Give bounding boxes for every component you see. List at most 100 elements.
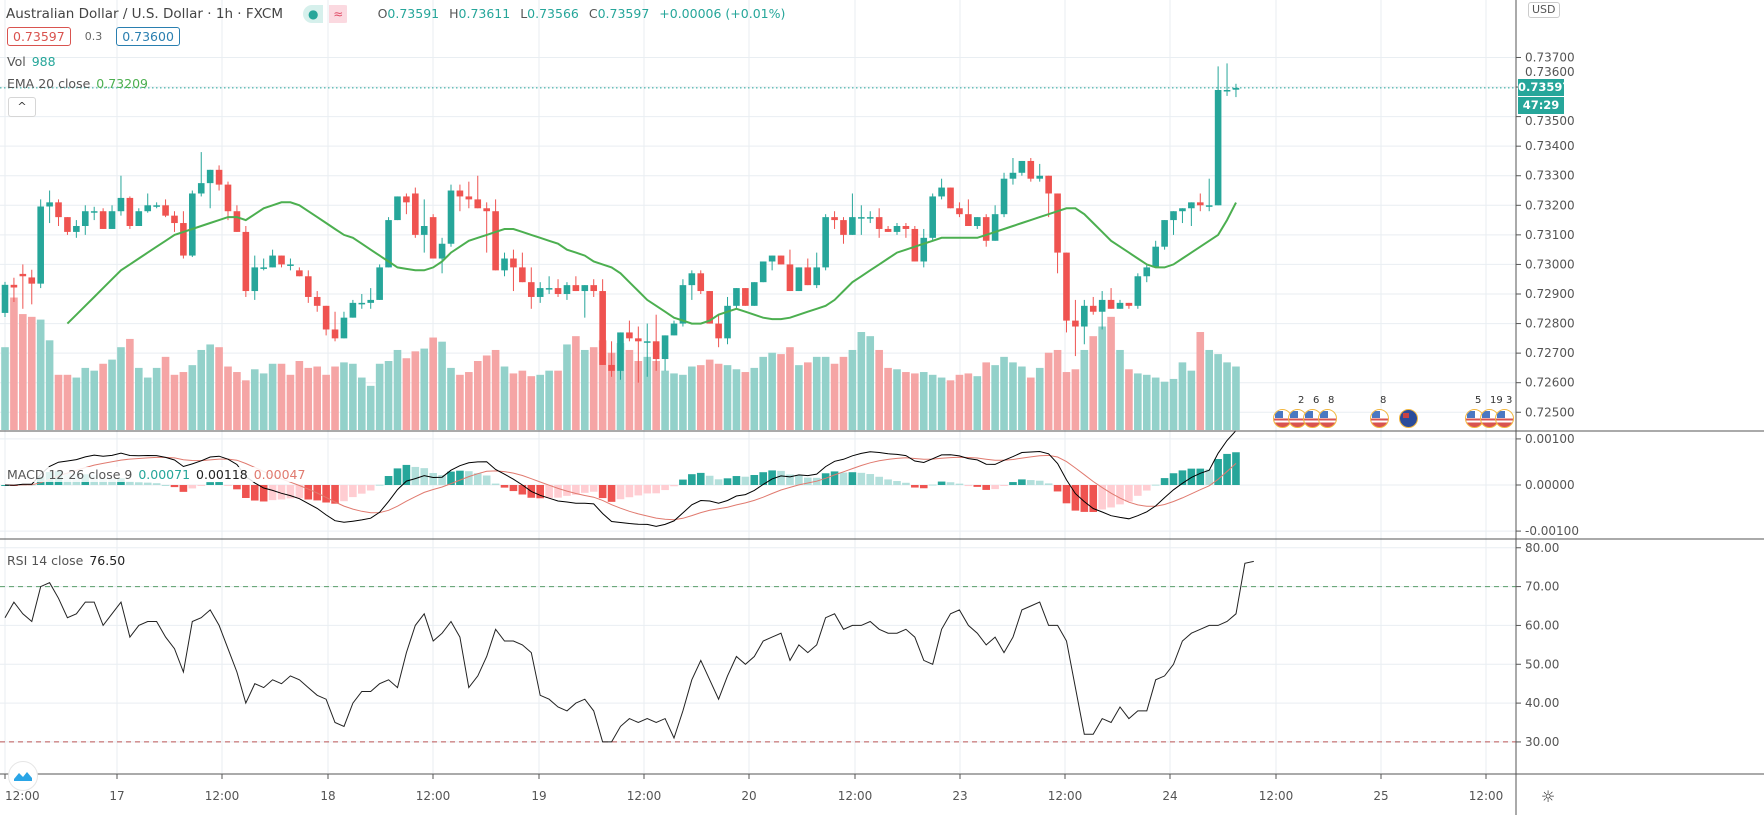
- candle-body: [643, 341, 651, 343]
- macd-legend[interactable]: MACD 12 26 close 9 0.00071 0.00118 0.00047: [7, 467, 312, 482]
- tradingview-logo-icon[interactable]: [8, 761, 38, 791]
- macd-histogram-bar: [1223, 453, 1231, 485]
- volume-bar: [1089, 336, 1098, 430]
- us-flag-event-icon[interactable]: [1495, 409, 1514, 428]
- macd-histogram-bar: [714, 479, 723, 485]
- candle-body: [750, 282, 758, 306]
- sell-button[interactable]: 0.73597: [7, 27, 71, 46]
- ema-legend[interactable]: EMA 20 close 0.73209: [7, 76, 154, 91]
- australia-flag-event-icon[interactable]: [1399, 409, 1418, 428]
- macd-histogram-bar: [518, 485, 527, 495]
- candle-body: [947, 187, 954, 209]
- rsi-tick-label: 60.00: [1525, 618, 1559, 632]
- currency-badge[interactable]: USD: [1528, 2, 1560, 18]
- rsi-axis-ticks[interactable]: 80.00 70.00 60.00 50.00 40.00 30.00: [1516, 541, 1559, 749]
- volume-bar: [875, 349, 883, 430]
- volume-bar: [652, 361, 660, 430]
- volume-bar: [848, 349, 857, 430]
- macd-histogram-bar: [286, 485, 295, 499]
- volume-bar: [197, 349, 206, 430]
- macd-histogram-bar: [402, 464, 411, 485]
- candle-body: [956, 208, 963, 215]
- macd-histogram-bar: [1125, 485, 1133, 502]
- candle-body: [1, 284, 9, 313]
- candle-body: [991, 214, 999, 241]
- rsi-tick-label: 30.00: [1525, 735, 1559, 749]
- volume-bar: [991, 365, 999, 430]
- macd-histogram-bar: [875, 476, 883, 485]
- candle-body: [911, 228, 919, 262]
- candle-body: [938, 187, 945, 197]
- candle-body: [304, 276, 312, 297]
- macd-histogram-bar: [732, 476, 741, 485]
- macd-histogram-bar: [447, 471, 455, 485]
- candle-body: [10, 284, 18, 288]
- volume-bar: [661, 370, 669, 430]
- collapse-legend-button[interactable]: ^: [8, 97, 36, 117]
- rsi-label: RSI 14 close: [7, 553, 84, 568]
- volume-bar: [90, 370, 98, 430]
- macd-histogram-bar: [1116, 485, 1124, 505]
- candle-body: [1027, 160, 1035, 179]
- volume-bar: [358, 377, 366, 430]
- volume-bar: [714, 363, 723, 430]
- macd-histogram-bar: [1160, 478, 1169, 485]
- candle-body: [715, 323, 722, 339]
- settings-gear-icon[interactable]: ☼: [1540, 787, 1556, 806]
- macd-histogram-bar: [126, 481, 134, 485]
- us-flag-event-icon[interactable]: [1370, 409, 1389, 428]
- status-pill[interactable]: ● ≈: [303, 5, 353, 23]
- macd-histogram-bar: [331, 485, 339, 504]
- macd-histogram-bar: [911, 485, 919, 488]
- time-tick-label: 20: [741, 789, 756, 803]
- change-value: +0.00006 (+0.01%): [659, 6, 786, 21]
- macd-histogram-bar: [982, 485, 990, 490]
- macd-histogram-bar: [161, 484, 170, 486]
- volume-bar: [179, 372, 188, 430]
- volume-bar: [500, 366, 509, 430]
- candle-body: [313, 296, 321, 306]
- volume-bar: [902, 372, 910, 430]
- volume-bar: [1000, 356, 1008, 430]
- volume-bar: [768, 352, 776, 430]
- macd-histogram-bar: [581, 485, 589, 493]
- close-label: C: [588, 6, 598, 21]
- time-axis-ticks[interactable]: 12:00 17 12:00 18 12:00 19 12:00 20 12:00 23 12:00…: [4, 774, 1503, 803]
- volume-bar: [1125, 369, 1133, 430]
- candle-body: [358, 302, 366, 305]
- candle-body: [197, 183, 205, 194]
- rsi-tick-label: 40.00: [1525, 696, 1559, 710]
- candle-body: [465, 196, 473, 200]
- macd-histogram-bar: [679, 479, 687, 485]
- macd-histogram-bar: [277, 485, 286, 500]
- buy-button[interactable]: 0.73600: [116, 27, 180, 46]
- macd-histogram-bar: [634, 485, 643, 496]
- macd-histogram-bar: [696, 472, 705, 485]
- volume-legend[interactable]: Vol 988: [7, 54, 62, 69]
- candle-body: [215, 169, 223, 185]
- symbol-title[interactable]: Australian Dollar / U.S. Dollar · 1h · F…: [6, 6, 283, 22]
- candle-body: [982, 217, 990, 241]
- macd-axis-ticks[interactable]: 0.00100 0.00000 -0.00100: [1516, 432, 1579, 538]
- volume-bar: [126, 338, 134, 430]
- trade-panel: 0.73597 0.3 0.73600: [7, 27, 186, 46]
- candle-body: [1063, 252, 1070, 321]
- candle-body: [1045, 175, 1052, 194]
- us-flag-event-icon[interactable]: [1318, 409, 1337, 428]
- volume-bar: [955, 374, 964, 430]
- candle-body: [599, 291, 606, 365]
- candle-body: [394, 196, 401, 221]
- rsi-legend[interactable]: RSI 14 close 76.50: [7, 553, 131, 568]
- volume-bar: [393, 349, 402, 430]
- volume-bar: [1116, 349, 1124, 430]
- volume-bar: [866, 336, 875, 430]
- volume-bar: [643, 356, 652, 430]
- volume-bar: [634, 361, 643, 430]
- candle-body: [866, 217, 874, 219]
- time-tick-label: 12:00: [838, 789, 873, 803]
- macd-histogram-bar: [143, 482, 152, 485]
- volume-bar: [54, 374, 63, 430]
- candle-body: [1072, 320, 1079, 327]
